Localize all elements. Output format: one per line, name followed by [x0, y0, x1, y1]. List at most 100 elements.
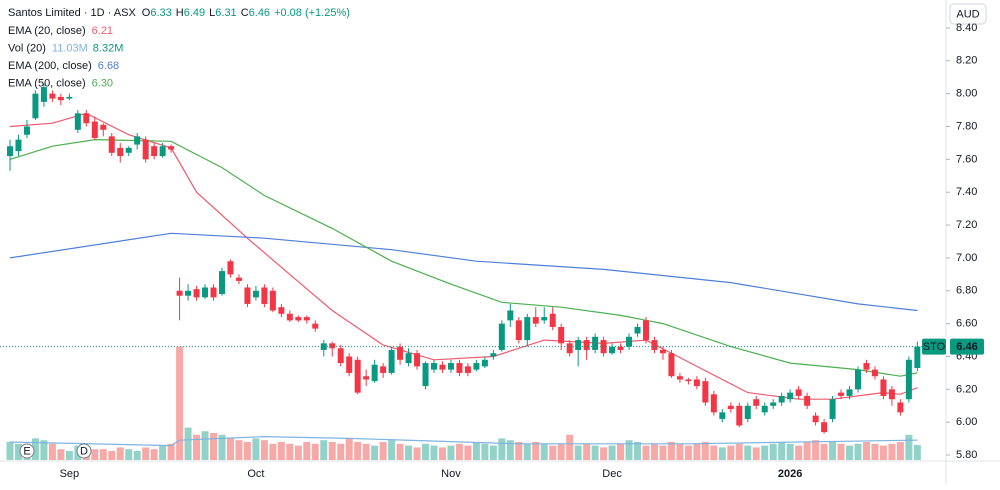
candle-body [193, 289, 200, 298]
candle-body [91, 121, 98, 138]
volume-bar [472, 442, 480, 460]
candle-body [74, 113, 81, 130]
symbol-label: STO [923, 341, 946, 353]
candle-body [134, 136, 141, 145]
volume-bar [176, 346, 184, 460]
volume-bar [591, 445, 599, 460]
candle-body [278, 307, 285, 314]
candle-body [83, 113, 90, 124]
volume-bar [667, 442, 675, 460]
x-tick-label: Dec [602, 468, 622, 480]
volume-bar [489, 445, 497, 460]
volume-bar [294, 445, 302, 460]
volume-bar [354, 442, 362, 460]
volume-bar [210, 433, 218, 460]
candle-body [346, 356, 353, 373]
volume-bar [608, 445, 616, 460]
indicator-value: 8.32M [93, 42, 124, 54]
candle-body [575, 340, 582, 350]
symbol-tag [922, 338, 946, 355]
volume-bar [778, 442, 786, 460]
candle-body [210, 287, 217, 298]
candle-body [23, 126, 30, 135]
candle-body [592, 336, 599, 350]
volume-bar [311, 443, 319, 460]
indicator-legend: EMA (50, close) 6.30 [8, 77, 113, 89]
candle-body [905, 359, 912, 400]
candle-body [744, 405, 751, 419]
candle-body [838, 392, 845, 396]
candle-body [100, 124, 107, 130]
y-tick-label: 7.20 [956, 219, 977, 231]
candle-body [388, 349, 395, 373]
y-tick-label: 6.60 [956, 318, 977, 330]
candle-body [524, 317, 531, 341]
candle-body [685, 379, 692, 382]
volume-bar [481, 443, 489, 460]
candle-body [473, 363, 480, 370]
volume-bar [396, 443, 404, 460]
volume-bar [159, 445, 167, 460]
x-tick-label: Nov [441, 468, 461, 480]
volume-bar [905, 434, 913, 460]
volume-bar [769, 443, 777, 460]
candle-body [778, 395, 785, 403]
indicator-name: EMA (50, close) [8, 77, 86, 89]
volume-bar [379, 442, 387, 460]
volume-bar [617, 443, 625, 460]
volume-bar [761, 445, 769, 460]
volume-bar [303, 442, 311, 460]
y-tick-label: 6.80 [956, 285, 977, 297]
candle-body [219, 271, 225, 295]
y-tick-label: 8.00 [956, 88, 977, 100]
candle-body [541, 317, 548, 321]
candle-body [15, 139, 22, 152]
candle-body [727, 405, 734, 410]
volume-bar [846, 445, 854, 460]
volume-bar [854, 443, 862, 460]
volume-bar [269, 443, 277, 460]
volume-bar [752, 447, 760, 460]
volume-bar [65, 451, 73, 460]
volume-bar [735, 443, 743, 460]
candle-body [787, 392, 794, 400]
indicator-name: EMA (200, close) [8, 60, 92, 72]
candle-body [532, 317, 539, 324]
volume-bar [31, 438, 39, 460]
ohlc-value: 6.49 [184, 7, 205, 19]
candle-body [286, 313, 293, 321]
x-tick-label: Sep [60, 468, 80, 480]
volume-bar [786, 443, 794, 460]
candle-body [753, 399, 760, 406]
candle-body [829, 399, 836, 419]
candle-body [558, 326, 565, 344]
indicator-value: 6.30 [92, 77, 113, 89]
price-tag [950, 338, 984, 355]
indicator-legend: EMA (200, close) 6.68 [8, 60, 119, 72]
indicator-value: 6.68 [98, 60, 119, 72]
volume-bar [337, 443, 345, 460]
volume-bar [99, 449, 107, 460]
currency-button[interactable] [949, 3, 987, 25]
currency[interactable]: AUD [956, 8, 979, 20]
volume-bar [57, 449, 65, 460]
x-tick-label: 2026 [778, 468, 802, 480]
candle-body [295, 317, 302, 321]
volume-bar [14, 443, 22, 460]
volume-bar [659, 445, 667, 460]
volume-bar [388, 440, 396, 460]
volume-bar [48, 443, 56, 460]
candle-body [431, 363, 437, 370]
candle-body [439, 364, 446, 370]
candle-body [702, 381, 709, 403]
volume-bar [523, 443, 531, 460]
candle-body [498, 323, 505, 350]
indicator-line [9, 232, 918, 312]
candle-body [693, 379, 700, 387]
volume-bar [40, 440, 48, 460]
volume-bar [226, 438, 234, 460]
volume-bar [371, 445, 379, 460]
volume-bar [133, 451, 141, 460]
volume-bar [498, 438, 506, 460]
